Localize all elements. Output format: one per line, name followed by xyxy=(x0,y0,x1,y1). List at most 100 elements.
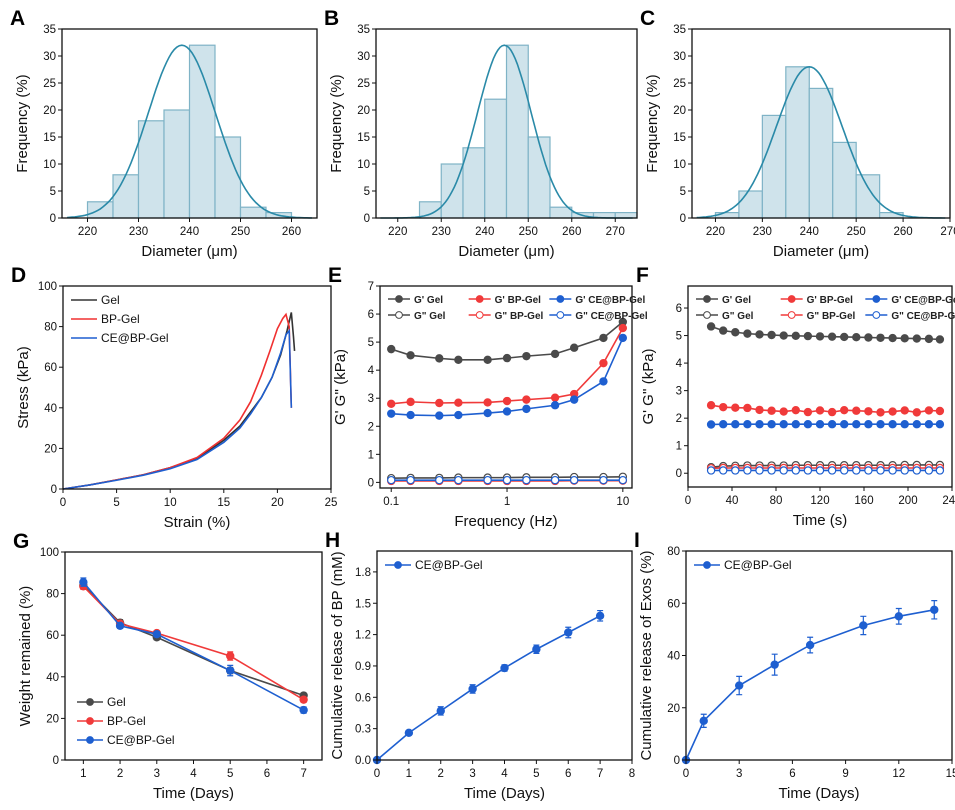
panel-letter: F xyxy=(636,264,649,287)
y-tick-label: 1 xyxy=(368,449,374,461)
data-point xyxy=(864,466,873,475)
data-point xyxy=(731,328,740,337)
x-axis-label: Time (s) xyxy=(793,512,847,529)
data-point xyxy=(900,334,909,343)
y-tick-label: 10 xyxy=(673,159,686,171)
y-tick-label: 35 xyxy=(357,24,370,36)
panel-letter: D xyxy=(11,264,26,287)
data-point xyxy=(435,475,444,485)
data-point xyxy=(876,420,885,429)
data-point xyxy=(935,420,945,429)
legend-label: CE@BP-Gel xyxy=(415,558,483,572)
y-tick-label: 6 xyxy=(676,303,682,315)
data-point xyxy=(387,344,396,354)
panel-A: A 220 230 240 250 260 0 5 10 15 20 25 30 35 Diameter (… xyxy=(10,7,318,260)
legend-label: G' Gel xyxy=(414,295,443,306)
data-point xyxy=(406,475,415,485)
legend-marker xyxy=(395,295,403,303)
x-axis-label: Diameter (μm) xyxy=(773,243,869,260)
y-tick-label: 6 xyxy=(368,309,374,321)
data-point xyxy=(226,666,235,675)
x-tick-label: 4 xyxy=(501,768,508,780)
histogram-bar xyxy=(484,98,508,219)
data-point xyxy=(454,355,463,364)
data-point xyxy=(743,329,752,338)
legend-marker xyxy=(395,311,403,319)
y-axis-label: Frequency (%) xyxy=(328,74,345,172)
legend-marker xyxy=(475,295,484,303)
data-point xyxy=(888,420,897,429)
series-line xyxy=(82,581,305,711)
x-tick-label: 0.1 xyxy=(383,496,399,508)
data-point xyxy=(731,403,740,412)
y-tick-label: 0 xyxy=(674,755,680,767)
data-point xyxy=(767,330,776,340)
x-tick-label: 4 xyxy=(190,768,197,780)
y-tick-label: 15 xyxy=(43,132,56,144)
panel-letter: H xyxy=(325,529,340,552)
y-tick-label: 30 xyxy=(43,51,56,63)
histogram-bar xyxy=(188,44,216,219)
y-tick-label: 60 xyxy=(44,362,57,374)
x-tick-label: 250 xyxy=(519,226,538,238)
data-point xyxy=(815,406,825,415)
histogram-bar xyxy=(614,212,638,219)
x-tick-label: 15 xyxy=(946,768,955,780)
panel-E: E 0.1 1 10 0 1 2 3 4 5 6 7 Frequency (Hz) G' G'' (kPa… xyxy=(328,264,648,530)
legend-marker xyxy=(787,295,796,303)
data-point xyxy=(912,334,922,343)
y-axis-label: G' G'' (kPa) xyxy=(332,349,349,425)
data-point xyxy=(522,351,531,361)
y-axis-label: G' G'' (kPa) xyxy=(640,348,657,424)
x-tick-label: 250 xyxy=(231,226,250,238)
data-point xyxy=(436,706,445,716)
x-axis-label: Diameter (μm) xyxy=(458,243,554,260)
data-point xyxy=(618,475,628,485)
data-point xyxy=(115,621,125,631)
data-point xyxy=(935,466,945,475)
data-point xyxy=(435,411,444,420)
y-tick-label: 60 xyxy=(46,630,59,642)
x-tick-label: 2 xyxy=(117,768,123,780)
panel-letter: B xyxy=(324,7,339,30)
y-axis-label: Cumulative release of Exos (%) xyxy=(638,550,655,760)
histogram-bar xyxy=(738,190,763,219)
y-tick-label: 4 xyxy=(368,365,375,377)
y-tick-label: 1.8 xyxy=(355,567,371,579)
x-tick-label: 25 xyxy=(325,497,338,509)
data-point xyxy=(779,331,788,340)
data-point xyxy=(767,406,776,415)
data-point xyxy=(387,475,396,485)
data-point xyxy=(864,420,873,429)
y-tick-label: 20 xyxy=(673,105,686,117)
y-tick-label: 20 xyxy=(44,443,57,455)
data-point xyxy=(827,407,837,417)
x-tick-label: 40 xyxy=(726,495,739,507)
histogram-bar xyxy=(163,109,191,219)
data-point xyxy=(522,475,531,485)
gaussian-fit-line xyxy=(380,44,633,219)
data-point xyxy=(779,466,788,475)
data-point xyxy=(888,407,897,416)
legend-marker xyxy=(872,311,881,319)
data-point xyxy=(864,407,873,416)
x-tick-label: 1 xyxy=(504,496,510,508)
panel-letter: E xyxy=(328,264,342,287)
data-point xyxy=(791,420,801,429)
x-tick-label: 7 xyxy=(300,768,306,780)
data-point xyxy=(502,475,512,485)
y-tick-label: 5 xyxy=(368,337,374,349)
data-point xyxy=(735,681,744,690)
gaussian-fit-line xyxy=(67,44,312,219)
y-tick-label: 25 xyxy=(357,78,370,90)
histogram-bar xyxy=(855,174,881,219)
x-axis-label: Frequency (Hz) xyxy=(454,513,557,530)
y-tick-label: 60 xyxy=(667,598,680,610)
data-point xyxy=(706,420,716,429)
y-tick-label: 0 xyxy=(51,484,57,496)
data-point xyxy=(502,353,512,363)
y-tick-label: 35 xyxy=(673,24,686,36)
data-point xyxy=(852,466,861,475)
data-point xyxy=(755,420,764,429)
